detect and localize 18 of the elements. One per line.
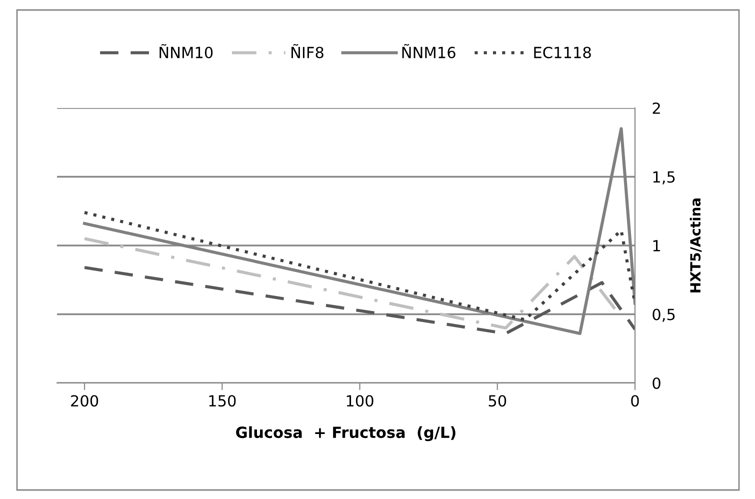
y-tick-label: 1,5 (653, 171, 675, 184)
y-axis-title: HXT5/Actina (690, 198, 702, 292)
y-tick-label: 0,5 (652, 308, 675, 322)
legend-label: ÑNM16 (402, 44, 456, 58)
x-tick-label: 50 (488, 395, 506, 407)
y-tick-label: 1 (653, 240, 660, 252)
legend-label: ÑIF8 (292, 44, 324, 58)
y-tick-label: 2 (652, 102, 660, 114)
x-tick-label: 100 (346, 395, 374, 407)
x-tick-label: 200 (71, 395, 98, 407)
x-tick-label: 0 (631, 395, 639, 407)
legend-label: EC1118 (534, 46, 591, 58)
x-axis-title: Glucosa + Fructosa (g/L) (236, 426, 456, 442)
line-series (82, 210, 635, 322)
y-tick-label: 0 (652, 377, 660, 390)
legend-label: ÑNM10 (160, 44, 213, 58)
line-series (82, 266, 635, 336)
x-tick-label: 150 (209, 395, 236, 407)
